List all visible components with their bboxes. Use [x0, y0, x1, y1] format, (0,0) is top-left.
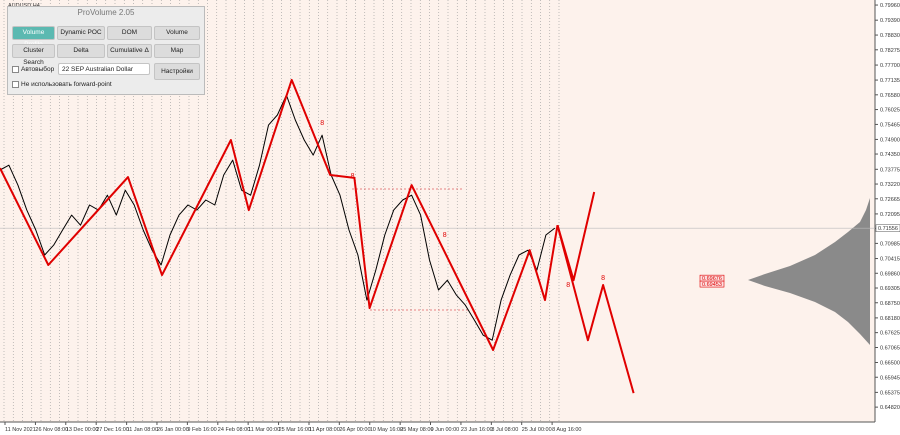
button[interactable]: Map [154, 44, 200, 58]
series-line [0, 94, 556, 341]
y-tick-label: 0.72095 [880, 212, 900, 218]
button[interactable]: Delta [57, 44, 105, 58]
annotation: 8 [601, 275, 605, 282]
checkbox[interactable]: Не использовать forward-point [12, 81, 112, 88]
x-tick-label: 9 Feb 16:00 [187, 427, 216, 433]
level-label: 0.69676 [702, 276, 722, 282]
button[interactable]: Cumulative Δ [107, 44, 152, 58]
current-price-box [875, 224, 900, 232]
x-tick-label: 25 May 08:00 [400, 427, 433, 433]
x-tick-label: 13 Dec 00:00 [66, 427, 99, 433]
y-tick-label: 0.70415 [880, 257, 900, 263]
y-tick-label: 0.73220 [880, 182, 900, 188]
y-tick-label: 0.74900 [880, 137, 900, 143]
checkbox[interactable]: Автовыбор [12, 66, 54, 73]
button[interactable]: Volume [154, 26, 200, 40]
x-tick-label: 25 Mar 16:00 [279, 427, 311, 433]
y-tick-label: 0.77135 [880, 78, 900, 84]
panel-title: ProVolume 2.05 [77, 8, 135, 17]
level-label: 0.69453 [702, 282, 722, 288]
annotation: 8 [351, 173, 355, 180]
y-tick-label: 0.76580 [880, 93, 900, 99]
annotation: 8 [566, 282, 570, 289]
x-tick-label: 10 May 16:00 [370, 427, 403, 433]
button[interactable]: Dynamic POC [57, 26, 105, 40]
x-tick-label: 24 Feb 08:00 [218, 427, 250, 433]
y-tick-label: 0.77700 [880, 63, 900, 69]
y-tick-label: 0.76025 [880, 108, 900, 114]
y-tick-label: 0.70985 [880, 241, 900, 247]
x-tick-label: 11 Nov 2021 [5, 427, 36, 433]
x-tick-label: 11 Jan 08:00 [127, 427, 158, 433]
y-tick-label: 0.78830 [880, 33, 900, 39]
x-tick-label: 25 Jul 00:00 [522, 427, 552, 433]
y-tick-label: 0.68180 [880, 316, 900, 322]
annotation: 8 [320, 120, 324, 127]
button[interactable]: Volume Profile [12, 26, 55, 48]
y-tick-label: 0.79960 [880, 3, 900, 9]
instrument-select[interactable]: 22 SEP Australian Dollar [58, 63, 150, 75]
y-tick-label: 0.72665 [880, 197, 900, 203]
annotation: 8 [443, 232, 447, 239]
x-tick-label: 9 Jun 00:00 [431, 427, 460, 433]
x-tick-label: 26 Jan 00:00 [157, 427, 189, 433]
y-tick-label: 0.78275 [880, 48, 900, 54]
x-tick-label: 26 Nov 08:00 [35, 427, 68, 433]
provolume-panel: ProVolume 2.05 Volume Profile Dynamic PO… [7, 6, 205, 95]
current-price-label: 0.71556 [878, 226, 898, 232]
level-box [699, 280, 725, 288]
y-tick-label: 0.73775 [880, 167, 900, 173]
x-tick-label: 23 Jun 16:00 [461, 427, 493, 433]
y-tick-label: 0.65375 [880, 390, 900, 396]
x-tick-label: 11 Mar 00:00 [248, 427, 280, 433]
volume-profile [748, 198, 870, 345]
y-tick-label: 0.79390 [880, 18, 900, 24]
y-tick-label: 0.68750 [880, 301, 900, 307]
y-tick-label: 0.65945 [880, 375, 900, 381]
y-tick-label: 0.75465 [880, 122, 900, 128]
button[interactable]: Настройки [154, 63, 200, 80]
x-tick-label: 8 Jul 08:00 [491, 427, 518, 433]
x-tick-label: 11 Apr 08:00 [309, 427, 340, 433]
button[interactable]: Cluster Search [12, 44, 55, 66]
y-tick-label: 0.67065 [880, 346, 900, 352]
button[interactable]: DOM [107, 26, 152, 40]
series-line [0, 78, 559, 351]
x-tick-label: 26 Apr 00:00 [339, 427, 370, 433]
y-tick-label: 0.69305 [880, 286, 900, 292]
y-tick-label: 0.66500 [880, 361, 900, 367]
y-tick-label: 0.67625 [880, 331, 900, 337]
series-line [556, 224, 635, 394]
y-tick-label: 0.64820 [880, 405, 900, 411]
x-tick-label: 8 Aug 16:00 [552, 427, 581, 433]
y-tick-label: 0.69860 [880, 271, 900, 277]
x-tick-label: 27 Dec 16:00 [96, 427, 129, 433]
y-tick-label: 0.74350 [880, 152, 900, 158]
